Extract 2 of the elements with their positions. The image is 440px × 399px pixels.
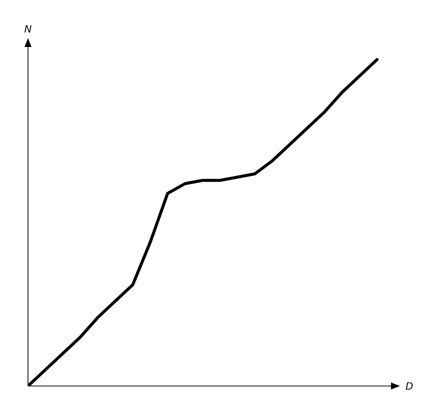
y-axis-title: N: [24, 25, 32, 32]
x-axis-title: D: [406, 382, 413, 390]
